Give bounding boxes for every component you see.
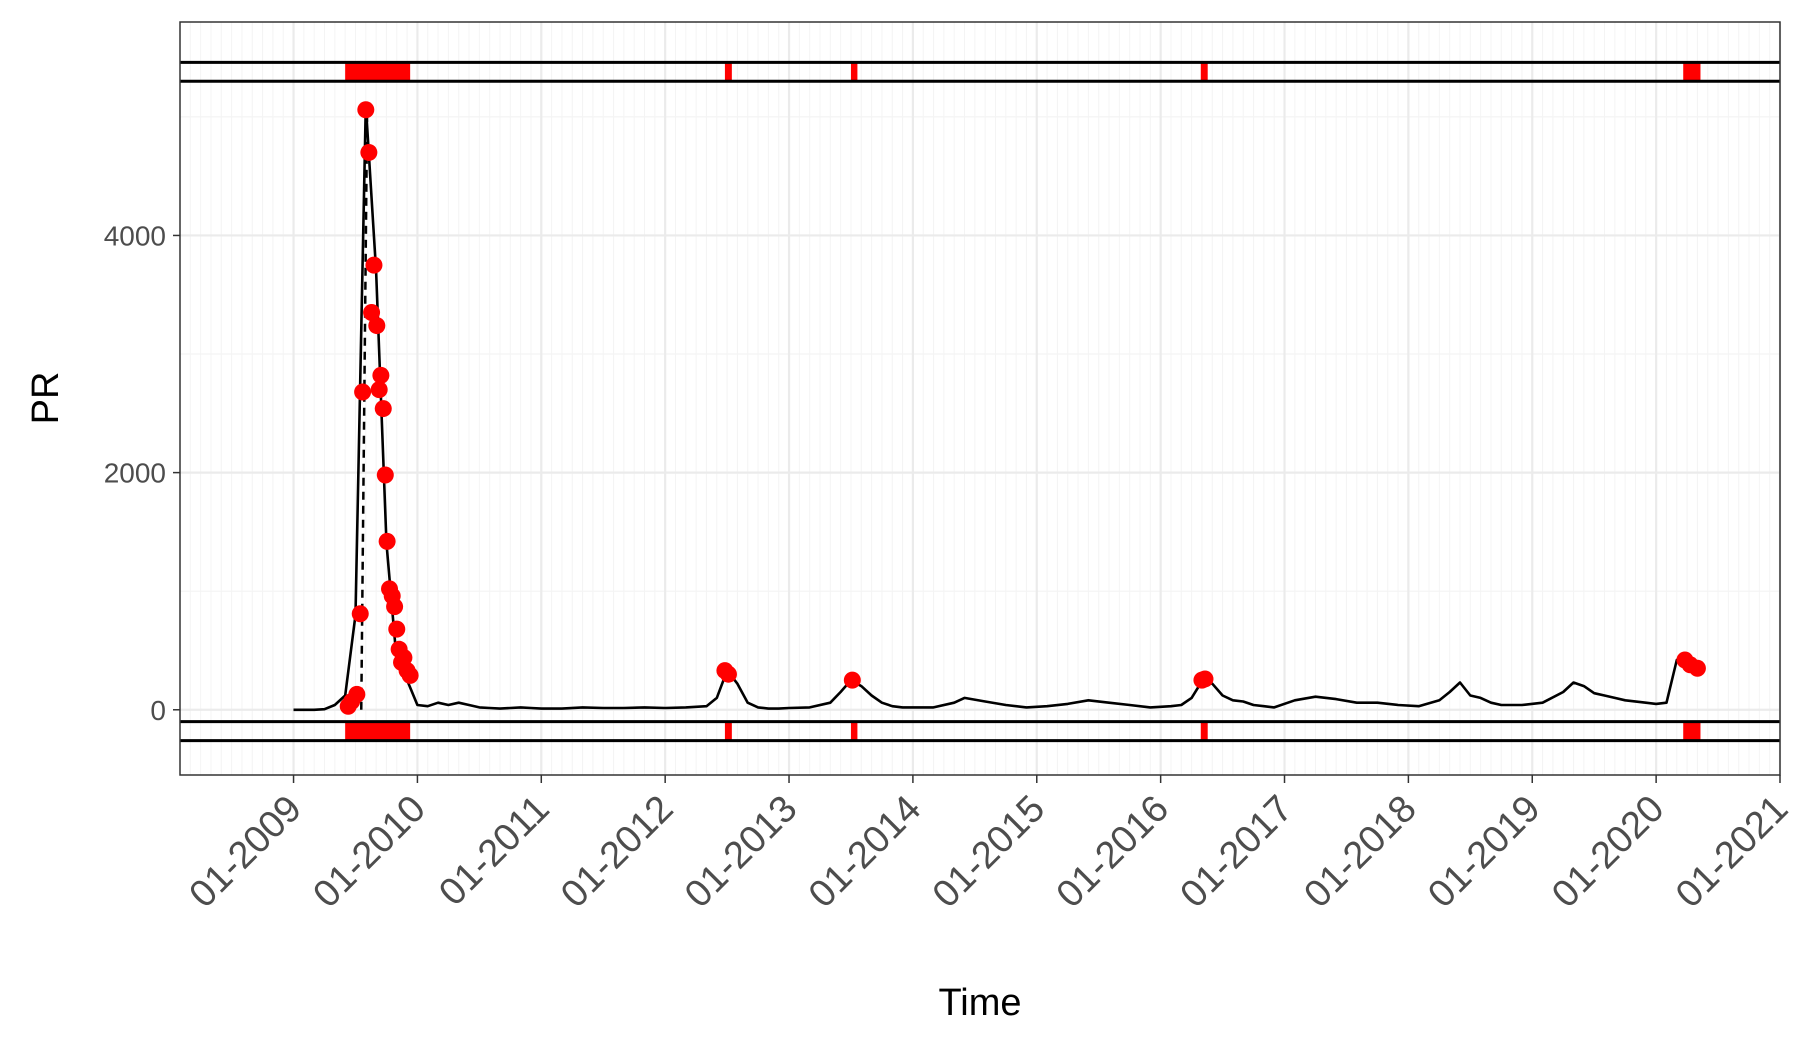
y-tick-label: 2000 bbox=[104, 458, 166, 489]
outlier-point bbox=[1196, 670, 1214, 688]
bottom-band-marker bbox=[1683, 721, 1701, 741]
outlier-point bbox=[368, 317, 386, 335]
y-axis-title: PR bbox=[25, 372, 67, 425]
x-axis-title: Time bbox=[938, 982, 1021, 1024]
anomaly-bands bbox=[180, 60, 1780, 743]
outlier-point bbox=[363, 304, 381, 322]
y-tick-label: 0 bbox=[150, 695, 166, 726]
top-band-marker bbox=[1200, 62, 1208, 82]
top-band-marker bbox=[1683, 62, 1701, 82]
bottom-band-marker bbox=[345, 721, 411, 741]
outlier-point bbox=[354, 383, 372, 401]
outlier-point bbox=[719, 665, 737, 683]
outlier-point bbox=[386, 598, 404, 616]
outlier-point bbox=[1688, 659, 1706, 677]
bottom-band-marker bbox=[850, 721, 858, 741]
series-line bbox=[293, 103, 1699, 712]
top-band-marker bbox=[345, 62, 411, 82]
outlier-point bbox=[357, 101, 375, 119]
outlier-point bbox=[378, 532, 396, 550]
outlier-point bbox=[376, 466, 394, 484]
outlier-point bbox=[365, 256, 383, 274]
panel-border bbox=[179, 21, 1781, 776]
outlier-point bbox=[843, 671, 861, 689]
top-band-marker bbox=[724, 62, 732, 82]
outlier-point bbox=[395, 649, 413, 667]
outlier-point bbox=[370, 381, 388, 399]
y-axis: 0 2000 4000 bbox=[104, 220, 180, 726]
outlier-point bbox=[388, 620, 406, 638]
bottom-band-marker bbox=[724, 721, 732, 741]
top-band-marker bbox=[850, 62, 858, 82]
bottom-band-marker bbox=[1200, 721, 1208, 741]
outlier-point bbox=[372, 366, 390, 384]
outlier-point bbox=[360, 143, 378, 161]
outlier-point bbox=[401, 666, 419, 684]
outlier-point bbox=[351, 605, 369, 623]
outlier-point bbox=[374, 400, 392, 418]
plot-panel bbox=[180, 22, 1780, 775]
y-tick-label: 4000 bbox=[104, 220, 166, 251]
outlier-points bbox=[339, 101, 1706, 715]
outlier-point bbox=[348, 685, 366, 703]
